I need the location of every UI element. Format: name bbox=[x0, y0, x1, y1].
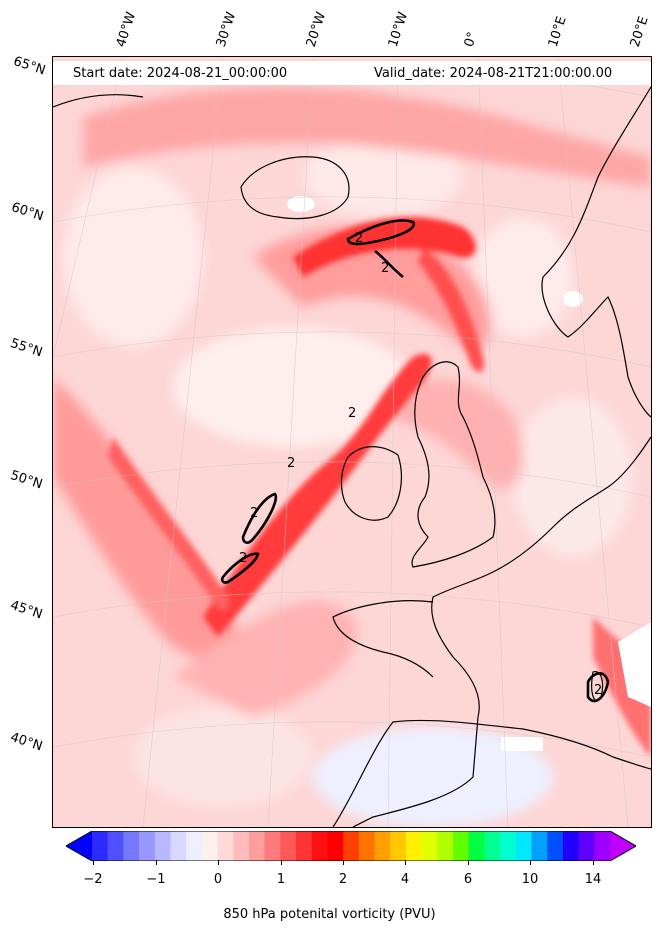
pv-contour-2 bbox=[346, 219, 416, 246]
lon-label-0: 0° bbox=[461, 30, 481, 49]
colorbar-tick bbox=[156, 860, 157, 865]
colorbar-segment bbox=[264, 831, 281, 861]
colorbar-segment bbox=[296, 831, 313, 861]
lat-label-50n: 50°N bbox=[8, 468, 45, 493]
colorbar-tick bbox=[281, 860, 282, 865]
continent-coastline bbox=[352, 436, 651, 827]
map-panel: 2 2 2 2 2 2 2 bbox=[52, 56, 652, 828]
colorbar-label: 850 hPa potenital vorticity (PVU) bbox=[223, 907, 436, 922]
colorbar-tick-label: −2 bbox=[83, 872, 103, 887]
colorbar-segment bbox=[139, 831, 156, 861]
colorbar-segment bbox=[374, 831, 391, 861]
lat-label-40n: 40°N bbox=[8, 730, 45, 755]
contour-label: 2 bbox=[287, 456, 295, 471]
lon-label-10e: 10°E bbox=[545, 14, 570, 50]
lat-label-60n: 60°N bbox=[9, 200, 46, 225]
colorbar-segment bbox=[358, 831, 376, 861]
colorbar-extend-high bbox=[610, 831, 636, 861]
africa-coastline bbox=[332, 719, 651, 827]
lon-label-30w: 30°W bbox=[213, 10, 240, 49]
colorbar-segment bbox=[154, 831, 172, 861]
colorbar-tick bbox=[218, 860, 219, 865]
lon-label-40w: 40°W bbox=[113, 10, 140, 49]
colorbar-tick bbox=[343, 860, 344, 865]
colorbar-segment bbox=[170, 831, 187, 861]
scandinavia-coastline bbox=[541, 86, 651, 418]
colorbar-tick-label: 2 bbox=[338, 872, 348, 887]
lat-label-45n: 45°N bbox=[8, 598, 45, 623]
colorbar-segment bbox=[562, 831, 580, 861]
valid-date-label: Valid_date: 2024-08-21T21:00:00.00 bbox=[374, 66, 613, 81]
colorbar-segment bbox=[578, 831, 595, 861]
lon-label-10w: 10°W bbox=[385, 10, 412, 49]
pv-contour-2 bbox=[586, 672, 610, 703]
header-strip bbox=[53, 61, 651, 85]
colorbar-segment bbox=[484, 831, 501, 861]
colorbar-segment bbox=[280, 831, 297, 861]
iberia-coastline bbox=[332, 600, 434, 678]
colorbar-tick-label: 14 bbox=[584, 872, 602, 887]
contour-label: 2 bbox=[355, 231, 363, 246]
pv-contour-2 bbox=[374, 249, 404, 279]
colorbar-segment bbox=[217, 831, 234, 861]
colorbar-segment bbox=[547, 831, 564, 861]
lat-label-65n: 65°N bbox=[11, 54, 48, 79]
colorbar-extend-low bbox=[66, 831, 92, 861]
pv-contour-2 bbox=[241, 492, 278, 544]
colorbar-segment bbox=[421, 831, 438, 861]
lon-label-20e: 20°E bbox=[627, 14, 652, 50]
colorbar-segment bbox=[453, 831, 470, 861]
colorbar-segment bbox=[531, 831, 548, 861]
colorbar-tick-label: 4 bbox=[400, 872, 410, 887]
iceland-coastline bbox=[240, 156, 350, 220]
colorbar-segment bbox=[201, 831, 219, 861]
missing-data-patch bbox=[501, 737, 543, 751]
lat-label-55n: 55°N bbox=[8, 336, 45, 361]
colorbar-tick bbox=[93, 860, 94, 865]
colorbar-tick bbox=[468, 860, 469, 865]
colorbar-segment bbox=[123, 831, 140, 861]
colorbar-tick-label: 6 bbox=[463, 872, 473, 887]
contour-label: 2 bbox=[594, 683, 602, 698]
missing-data-patch bbox=[618, 622, 651, 707]
colorbar-segment bbox=[186, 831, 203, 861]
contour-label: 2 bbox=[381, 261, 389, 276]
colorbar-segment bbox=[390, 831, 407, 861]
colorbar-segment bbox=[515, 831, 533, 861]
colorbar-segment bbox=[311, 831, 329, 861]
colorbar-tick-label: 0 bbox=[213, 872, 223, 887]
missing-data-patch bbox=[563, 291, 583, 307]
colorbar-tick-label: −1 bbox=[146, 872, 166, 887]
colorbar-segment bbox=[594, 831, 611, 861]
colorbar bbox=[66, 831, 636, 861]
pv-field-map: 2 2 2 2 2 2 2 bbox=[53, 57, 651, 827]
colorbar-segment bbox=[468, 831, 486, 861]
colorbar-segment bbox=[500, 831, 517, 861]
pv-contour-2 bbox=[220, 552, 260, 584]
colorbar-segment bbox=[92, 831, 109, 861]
colorbar-segment bbox=[327, 831, 344, 861]
contour-label: 2 bbox=[250, 506, 258, 521]
start-date-label: Start date: 2024-08-21_00:00:00 bbox=[73, 66, 288, 81]
contour-label: 2 bbox=[239, 551, 247, 566]
colorbar-segment bbox=[437, 831, 454, 861]
colorbar-segment bbox=[405, 831, 423, 861]
colorbar-segment bbox=[107, 831, 124, 861]
colorbar-tick bbox=[530, 860, 531, 865]
colorbar-segment bbox=[233, 831, 250, 861]
contour-label: 2 bbox=[348, 406, 356, 421]
colorbar-tick bbox=[405, 860, 406, 865]
colorbar-segment bbox=[248, 831, 266, 861]
colorbar-tick-label: 1 bbox=[276, 872, 286, 887]
ireland-coastline bbox=[340, 446, 403, 521]
great-britain-coastline bbox=[411, 361, 496, 568]
colorbar-tick bbox=[593, 860, 594, 865]
missing-data-patch bbox=[287, 196, 315, 212]
colorbar-tick-label: 10 bbox=[521, 872, 539, 887]
colorbar-segment bbox=[343, 831, 360, 861]
lon-label-20w: 20°W bbox=[303, 10, 330, 49]
